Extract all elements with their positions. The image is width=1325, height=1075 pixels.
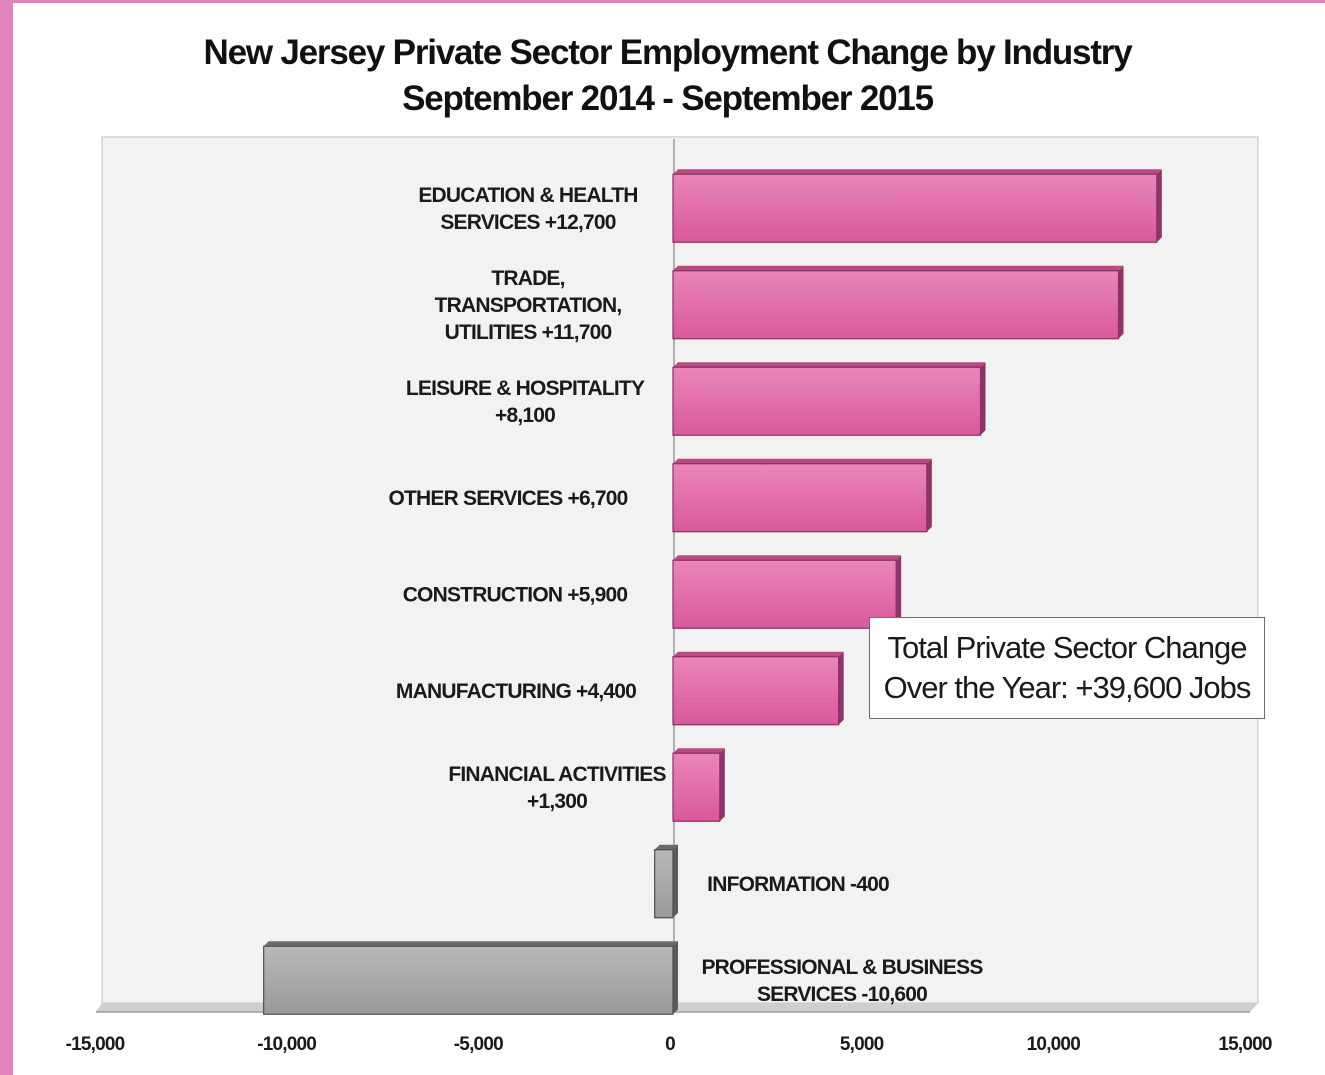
bar-top-face xyxy=(673,265,1124,271)
category-label-line: UTILITIES +11,700 xyxy=(445,321,612,344)
category-label-line: +8,100 xyxy=(495,404,555,427)
category-label: INFORMATION -400 xyxy=(707,873,889,896)
bar-side-face xyxy=(1118,265,1124,339)
x-tick-label: -5,000 xyxy=(454,1034,503,1055)
category-label: PROFESSIONAL & BUSINESS SERVICES -10,600 xyxy=(701,956,983,1006)
category-label-line: SERVICES +12,700 xyxy=(440,211,615,234)
left-border-stripe xyxy=(0,0,13,1075)
category-label-line: OTHER SERVICES +6,700 xyxy=(388,487,627,510)
bar xyxy=(672,458,932,533)
category-label: OTHER SERVICES +6,700 xyxy=(388,487,627,510)
x-tick-label: 0 xyxy=(665,1034,675,1055)
bar xyxy=(672,265,1124,340)
category-label: TRADE, TRANSPORTATION, UTILITIES +11,700 xyxy=(435,267,622,344)
x-tick-label: 10,000 xyxy=(1027,1034,1081,1055)
category-label-line: EDUCATION & HEALTH xyxy=(418,184,637,207)
category-label-line: +1,300 xyxy=(527,790,587,813)
bar-front-face xyxy=(672,270,1120,340)
bar-front-face xyxy=(672,366,982,436)
bar-top-face xyxy=(673,555,902,561)
bar-front-face xyxy=(672,173,1158,243)
top-border-line xyxy=(0,0,1325,3)
category-label-line: PROFESSIONAL & BUSINESS xyxy=(701,956,983,979)
chart-title: New Jersey Private Sector Employment Cha… xyxy=(203,33,1133,72)
category-label: CONSTRUCTION +5,900 xyxy=(403,583,628,606)
bar-front-face xyxy=(672,559,897,629)
bar xyxy=(672,362,986,436)
bar xyxy=(672,748,725,822)
bar-top-face xyxy=(673,362,986,368)
total-change-annotation: Total Private Sector Change Over the Yea… xyxy=(869,617,1265,719)
bar-side-face xyxy=(838,651,844,725)
category-label: FINANCIAL ACTIVITIES +1,300 xyxy=(448,763,666,813)
category-label-line: TRANSPORTATION, xyxy=(435,294,622,317)
bar xyxy=(263,941,678,1015)
category-label-line: LEISURE & HOSPITALITY xyxy=(406,377,645,400)
bar-front-face xyxy=(654,849,674,919)
x-tick-label: 15,000 xyxy=(1218,1034,1272,1055)
category-label-line: MANUFACTURING +4,400 xyxy=(396,680,636,703)
bar-side-face xyxy=(673,844,678,918)
bar-top-face xyxy=(673,458,932,464)
bar-top-face xyxy=(673,651,844,657)
x-tick-label: -15,000 xyxy=(66,1034,125,1055)
bar-side-face xyxy=(1156,169,1162,243)
chart-title-block: New Jersey Private Sector Employment Cha… xyxy=(0,30,1325,122)
bar-side-face xyxy=(926,458,932,532)
bar xyxy=(672,555,902,629)
bar-top-face xyxy=(673,169,1162,175)
bar-front-face xyxy=(672,463,928,533)
annotation-line-1: Total Private Sector Change xyxy=(887,630,1248,665)
x-tick-label: -10,000 xyxy=(257,1034,316,1055)
bar-top-face xyxy=(263,941,678,947)
bar-side-face xyxy=(719,748,725,822)
chart-subtitle: September 2014 - September 2015 xyxy=(402,79,934,118)
category-label-line: CONSTRUCTION +5,900 xyxy=(403,583,628,606)
bar-front-face xyxy=(263,945,674,1015)
bar xyxy=(672,651,844,726)
category-label: MANUFACTURING +4,400 xyxy=(396,680,636,703)
bar-top-face xyxy=(673,748,725,754)
x-tick-labels-group: -15,000 -10,000 -5,000 0 5,000 10,000 15,000 xyxy=(66,1034,1273,1055)
bar-front-face xyxy=(672,752,721,822)
category-label-line: TRADE, xyxy=(491,267,564,290)
annotation-line-2: Over the Year: +39,600 Jobs xyxy=(883,670,1252,705)
bar xyxy=(672,169,1162,243)
category-label: EDUCATION & HEALTH SERVICES +12,700 xyxy=(418,184,637,234)
bar xyxy=(654,844,678,919)
bar-side-face xyxy=(980,362,986,436)
bar-side-face xyxy=(896,555,902,629)
category-label-line: FINANCIAL ACTIVITIES xyxy=(448,763,666,786)
bar-front-face xyxy=(672,656,840,726)
category-label-line: SERVICES -10,600 xyxy=(757,983,927,1006)
bar-side-face xyxy=(673,941,678,1015)
x-tick-label: 5,000 xyxy=(840,1034,884,1055)
category-label-line: INFORMATION -400 xyxy=(707,873,889,896)
bars-group xyxy=(263,169,1162,1015)
bar-top-face xyxy=(654,844,678,850)
category-labels-group: EDUCATION & HEALTH SERVICES +12,700 TRADE,… xyxy=(388,184,984,1006)
category-label: LEISURE & HOSPITALITY +8,100 xyxy=(406,377,645,427)
